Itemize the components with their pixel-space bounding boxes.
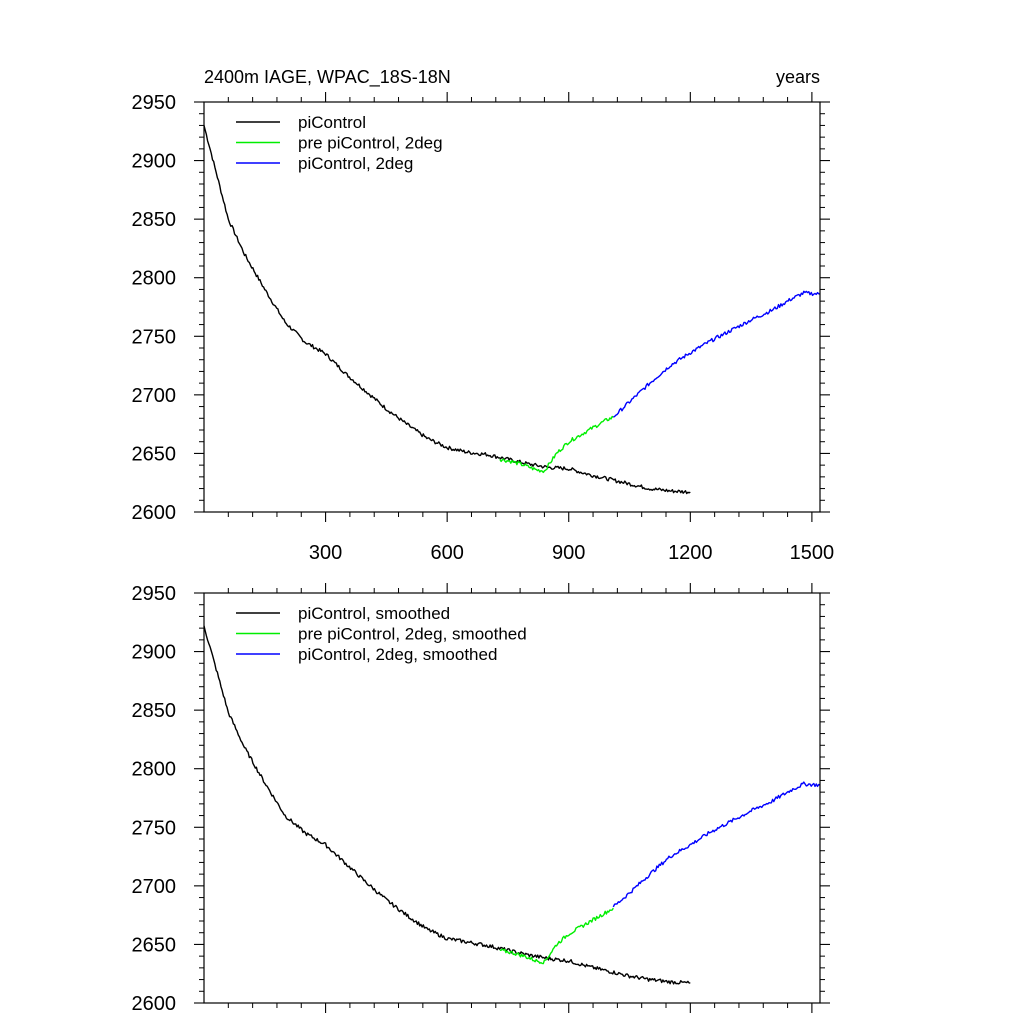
y-tick-label: 2700	[132, 876, 177, 898]
y-tick-label: 2850	[132, 209, 177, 231]
legend-label: piControl, smoothed	[298, 604, 450, 623]
y-tick-label: 2850	[132, 700, 177, 722]
y-tick-label: 2700	[132, 385, 177, 407]
legend-label: piControl, 2deg	[298, 154, 413, 173]
x-tick-label: 1500	[790, 542, 835, 564]
data-series	[203, 125, 821, 495]
y-tick-label: 2650	[132, 934, 177, 956]
legend: piControl, smoothed pre piControl, 2deg, …	[236, 604, 527, 664]
legend-label: pre piControl, 2deg, smoothed	[298, 625, 527, 644]
x-tick-label: 300	[309, 542, 342, 564]
series-line-2	[499, 907, 614, 965]
top-chart-panel: 2400m IAGE, WPAC_18S-18N years 260026502…	[132, 67, 835, 564]
y-tick-label: 2750	[132, 817, 177, 839]
y-axis-tick-labels: 2600 2650 2700 2750 2800 2850 2900 2950	[132, 92, 177, 524]
data-series	[203, 625, 821, 985]
bottom-chart-panel: 2600 2650 2700 2750 2800 2850 2900 2950 piContr…	[132, 583, 830, 1015]
x-tick-label: 1200	[668, 542, 713, 564]
series-line-1	[203, 625, 691, 985]
y-tick-label: 2900	[132, 151, 177, 173]
axis-ticks	[194, 583, 830, 1013]
y-tick-label: 2750	[132, 326, 177, 348]
plot-frame	[203, 592, 821, 1004]
y-axis-tick-labels: 2600 2650 2700 2750 2800 2850 2900 2950	[132, 583, 177, 1015]
y-tick-label: 2600	[132, 993, 177, 1015]
legend-label: piControl, 2deg, smoothed	[298, 645, 497, 664]
y-tick-label: 2950	[132, 583, 177, 605]
series-line-2	[499, 415, 614, 474]
plot-frame	[203, 101, 821, 513]
chart-title-right: years	[776, 67, 820, 87]
x-tick-label: 900	[552, 542, 585, 564]
chart-title-left: 2400m IAGE, WPAC_18S-18N	[204, 67, 451, 88]
legend-label: piControl	[298, 113, 366, 132]
series-line-1	[203, 125, 691, 495]
x-axis-tick-labels: 300 600 900 1200 1500	[309, 542, 834, 564]
series-line-3	[612, 781, 821, 908]
y-tick-label: 2600	[132, 502, 177, 524]
series-line-3	[613, 290, 821, 418]
y-tick-label: 2800	[132, 268, 177, 290]
y-tick-label: 2950	[132, 92, 177, 114]
y-tick-label: 2800	[132, 759, 177, 781]
legend-label: pre piControl, 2deg	[298, 134, 443, 153]
y-tick-label: 2650	[132, 443, 177, 465]
x-tick-label: 600	[430, 542, 463, 564]
y-tick-label: 2900	[132, 642, 177, 664]
axis-ticks	[194, 92, 830, 522]
